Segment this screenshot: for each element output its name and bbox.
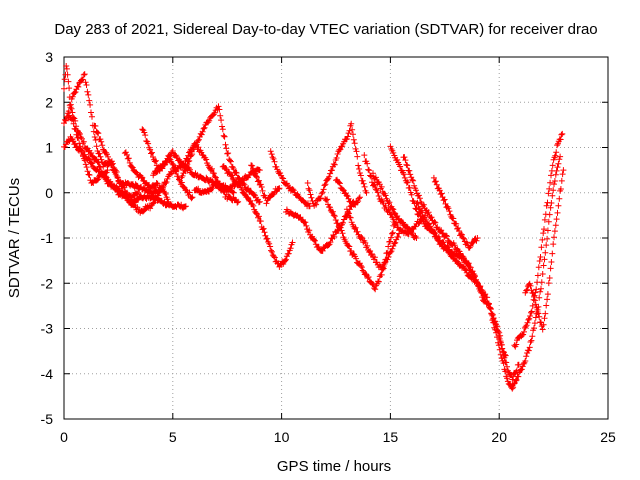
- data-point-markers: [65, 112, 111, 186]
- series-trace-24: [413, 199, 487, 305]
- data-point-markers: [413, 199, 487, 305]
- data-point-markers: [248, 162, 283, 207]
- data-point-markers: [522, 167, 567, 333]
- series-trace-14: [267, 148, 313, 210]
- series-trace-28: [522, 167, 567, 333]
- y-tick-label: 1: [45, 140, 53, 156]
- y-tick-label: 2: [45, 94, 53, 110]
- data-points: [61, 63, 567, 392]
- x-axis-label: GPS time / hours: [277, 458, 391, 475]
- y-tick-label: 3: [45, 49, 53, 65]
- data-point-markers: [430, 174, 481, 251]
- series-trace-19: [343, 206, 403, 272]
- series-trace-4: [65, 112, 111, 186]
- data-point-markers: [322, 195, 398, 293]
- series-trace-18: [333, 176, 363, 209]
- x-tick-label: 15: [383, 429, 399, 445]
- series-trace-12: [219, 163, 296, 270]
- series-trace-16: [304, 120, 370, 209]
- data-point-markers: [267, 148, 313, 210]
- x-tick-label: 5: [169, 429, 177, 445]
- x-tick-label: 25: [600, 429, 616, 445]
- x-tick-label: 0: [60, 429, 68, 445]
- chart-title: Day 283 of 2021, Sidereal Day-to-day VTE…: [54, 21, 597, 38]
- y-tick-label: -4: [41, 366, 54, 382]
- y-tick-label: -1: [41, 230, 54, 246]
- series-trace-25: [430, 174, 481, 251]
- data-point-markers: [91, 122, 131, 197]
- data-point-markers: [343, 206, 403, 272]
- series-trace-6: [121, 149, 161, 192]
- data-point-markers: [219, 163, 296, 270]
- data-point-markers: [121, 149, 161, 192]
- series-trace-17: [322, 195, 398, 293]
- y-tick-label: -5: [41, 411, 54, 427]
- data-point-markers: [370, 170, 420, 241]
- series-trace-13: [248, 162, 283, 207]
- y-axis-label: SDTVAR / TECUs: [6, 178, 23, 298]
- y-tick-label: -2: [41, 275, 54, 291]
- grid-lines: [64, 57, 608, 419]
- data-point-markers: [304, 120, 370, 209]
- series-trace-5: [91, 122, 131, 197]
- series-trace-21: [370, 170, 420, 241]
- y-tick-label: -3: [41, 321, 54, 337]
- y-tick-label: 0: [45, 185, 53, 201]
- x-tick-label: 20: [491, 429, 507, 445]
- data-point-markers: [333, 176, 363, 209]
- x-tick-label: 10: [274, 429, 290, 445]
